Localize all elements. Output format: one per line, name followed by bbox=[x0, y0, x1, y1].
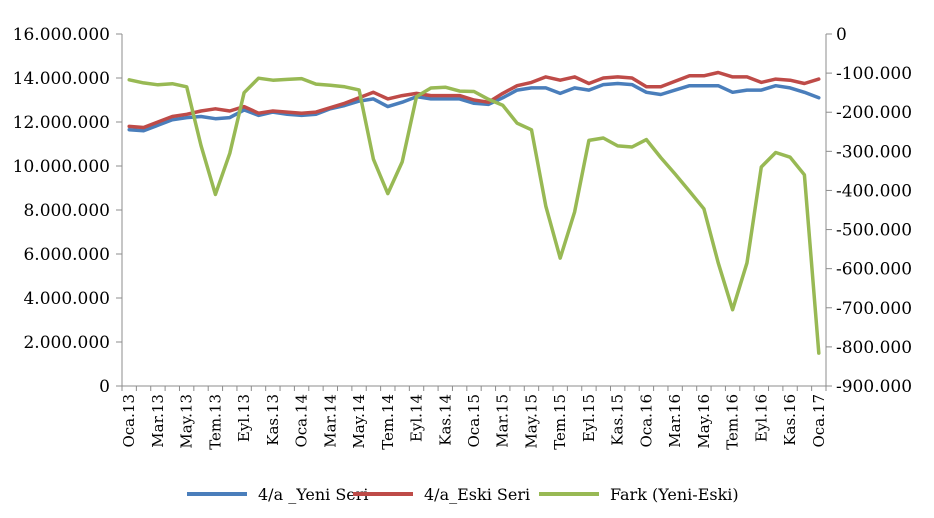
x-tick-label: Oca.13 bbox=[120, 394, 138, 448]
x-tick-label: Eyl.13 bbox=[235, 394, 253, 442]
right-y-tick-label: -500.000 bbox=[836, 221, 912, 241]
x-tick-label: Kas.15 bbox=[609, 394, 627, 446]
right-y-tick-label: -900.000 bbox=[836, 377, 912, 397]
legend-item-eski: 4/a_Eski Seri bbox=[353, 485, 530, 504]
left-y-tick-label: 16.000.000 bbox=[13, 25, 110, 45]
series-line-1 bbox=[127, 70, 821, 130]
legend-label-eski: 4/a_Eski Seri bbox=[424, 485, 530, 504]
x-tick-label: Eyl.14 bbox=[408, 394, 426, 442]
x-tick-label: Mar.16 bbox=[666, 394, 684, 448]
left-y-tick-label: 2.000.000 bbox=[23, 333, 110, 353]
left-y-tick-label: 4.000.000 bbox=[23, 289, 110, 309]
left-y-tick-label: 0 bbox=[99, 377, 110, 397]
right-y-tick-label: -100.000 bbox=[836, 64, 912, 84]
right-y-tick-label: 0 bbox=[836, 25, 847, 45]
left-y-tick-label: 14.000.000 bbox=[13, 69, 110, 89]
right-y-tick-label: -600.000 bbox=[836, 260, 912, 280]
x-axis: Oca.13 Mar.13 May.13 Tem.13 Eyl.13 Kas.13 Oca.… bbox=[120, 385, 828, 450]
legend-item-yeni: 4/a _Yeni Seri bbox=[187, 485, 369, 504]
series-line-2 bbox=[127, 76, 821, 355]
right-y-tick-label: -700.000 bbox=[836, 299, 912, 319]
legend-label-fark: Fark (Yeni-Eski) bbox=[610, 485, 739, 504]
x-tick-label: Tem.14 bbox=[379, 394, 397, 450]
left-y-axis: 0 2.000.000 4.000.000 6.000.000 8.000.000 10.… bbox=[13, 25, 123, 397]
left-y-tick-label: 10.000.000 bbox=[13, 157, 110, 177]
x-tick-label: May.13 bbox=[178, 394, 196, 449]
left-y-tick-label: 8.000.000 bbox=[23, 201, 110, 221]
x-tick-label: May.14 bbox=[350, 394, 368, 449]
x-tick-label: Oca.15 bbox=[465, 394, 483, 448]
right-y-tick-label: -400.000 bbox=[836, 181, 912, 201]
x-tick-label: May.15 bbox=[522, 394, 540, 449]
x-tick-label: Eyl.16 bbox=[752, 394, 770, 442]
x-tick-label: Kas.13 bbox=[264, 394, 282, 446]
x-tick-label: May.16 bbox=[695, 394, 713, 449]
legend: 4/a _Yeni Seri 4/a_Eski Seri Fark (Yeni-… bbox=[187, 485, 739, 504]
right-y-tick-label: -800.000 bbox=[836, 338, 912, 358]
left-y-tick-label: 12.000.000 bbox=[13, 113, 110, 133]
right-y-tick-label: -200.000 bbox=[836, 103, 912, 123]
right-y-axis: -900.000 -800.000 -700.000 -600.000 -500.000… bbox=[825, 25, 912, 397]
x-tick-label: Mar.13 bbox=[149, 394, 167, 448]
series-line-0 bbox=[127, 81, 821, 133]
x-tick-label: Mar.15 bbox=[494, 394, 512, 448]
x-tick-label: Mar.14 bbox=[321, 394, 339, 448]
legend-label-yeni: 4/a _Yeni Seri bbox=[258, 485, 369, 504]
x-tick-label: Oca.16 bbox=[637, 394, 655, 448]
x-tick-label: Kas.14 bbox=[436, 394, 454, 446]
legend-item-fark: Fark (Yeni-Eski) bbox=[539, 485, 739, 504]
x-tick-label: Oca.17 bbox=[810, 394, 828, 448]
x-tick-label: Tem.16 bbox=[724, 394, 742, 450]
x-tick-label: Tem.15 bbox=[551, 394, 569, 450]
x-tick-label: Oca.14 bbox=[293, 394, 311, 448]
x-tick-label: Kas.16 bbox=[781, 394, 799, 446]
right-y-tick-label: -300.000 bbox=[836, 142, 912, 162]
x-tick-label: Eyl.15 bbox=[580, 394, 598, 442]
left-y-tick-label: 6.000.000 bbox=[23, 245, 110, 265]
x-tick-label: Tem.13 bbox=[206, 394, 224, 450]
series-lines bbox=[127, 70, 821, 355]
